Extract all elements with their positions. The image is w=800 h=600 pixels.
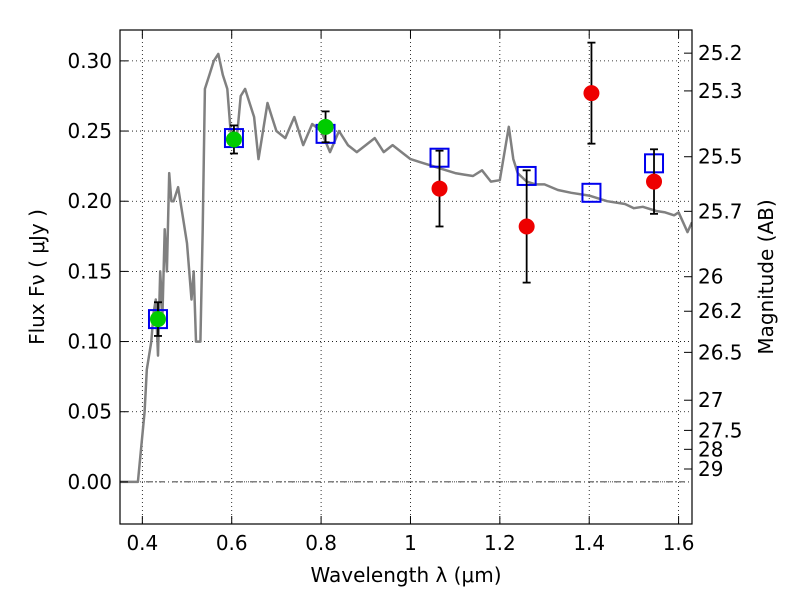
plot-area	[120, 41, 692, 484]
green-data-point	[225, 131, 242, 148]
y2-tick-label: 29	[698, 457, 723, 481]
x-tick-label: 1.6	[663, 531, 695, 555]
y2-tick-label: 26.5	[698, 340, 743, 364]
y2-tick-label: 25.5	[698, 145, 743, 169]
y-tick-label: 0.00	[67, 470, 112, 494]
x-tick-label: 0.4	[126, 531, 158, 555]
red-data-point	[646, 173, 663, 190]
y-tick-label: 0.25	[67, 119, 112, 143]
model-photometry-point	[581, 182, 602, 203]
y2-tick-label: 25.2	[698, 41, 743, 65]
red-data-point	[431, 180, 448, 197]
green-data-point	[149, 311, 166, 328]
axes: 0.4 0.6 0.8 1 1.2 1.4 1.6 0.00 0.05 0.10 0.15 0.20 0…	[67, 30, 743, 555]
x-axis-title: Wavelength λ (μm)	[310, 563, 501, 587]
y-tick-label: 0.15	[67, 259, 112, 283]
y2-tick-label: 26	[698, 265, 723, 289]
y-tick-label: 0.05	[67, 400, 112, 424]
x-tick-label: 1.2	[484, 531, 516, 555]
red-data-point	[518, 218, 535, 235]
y-tick-label: 0.30	[67, 49, 112, 73]
y2-tick-label: 25.3	[698, 79, 743, 103]
x-tick-label: 0.8	[305, 531, 337, 555]
model-sed-line	[120, 52, 692, 484]
x-tick-label: 1	[404, 531, 417, 555]
y-axis-title: Flux Fν ( μJy )	[25, 209, 49, 345]
y2-tick-label: 26.2	[698, 299, 743, 323]
y-tick-label: 0.10	[67, 330, 112, 354]
y2-tick-label: 27	[698, 388, 723, 412]
x-tick-label: 0.6	[216, 531, 248, 555]
y2-tick-label: 27.5	[698, 418, 743, 442]
red-data-point	[583, 85, 600, 102]
y2-axis-title: Magnitude (AB)	[754, 199, 778, 354]
y2-tick-label: 28	[698, 437, 723, 461]
y2-tick-label: 25.7	[698, 199, 743, 223]
green-data-point	[317, 118, 334, 135]
x-tick-label: 1.4	[573, 531, 605, 555]
y-tick-label: 0.20	[67, 189, 112, 213]
